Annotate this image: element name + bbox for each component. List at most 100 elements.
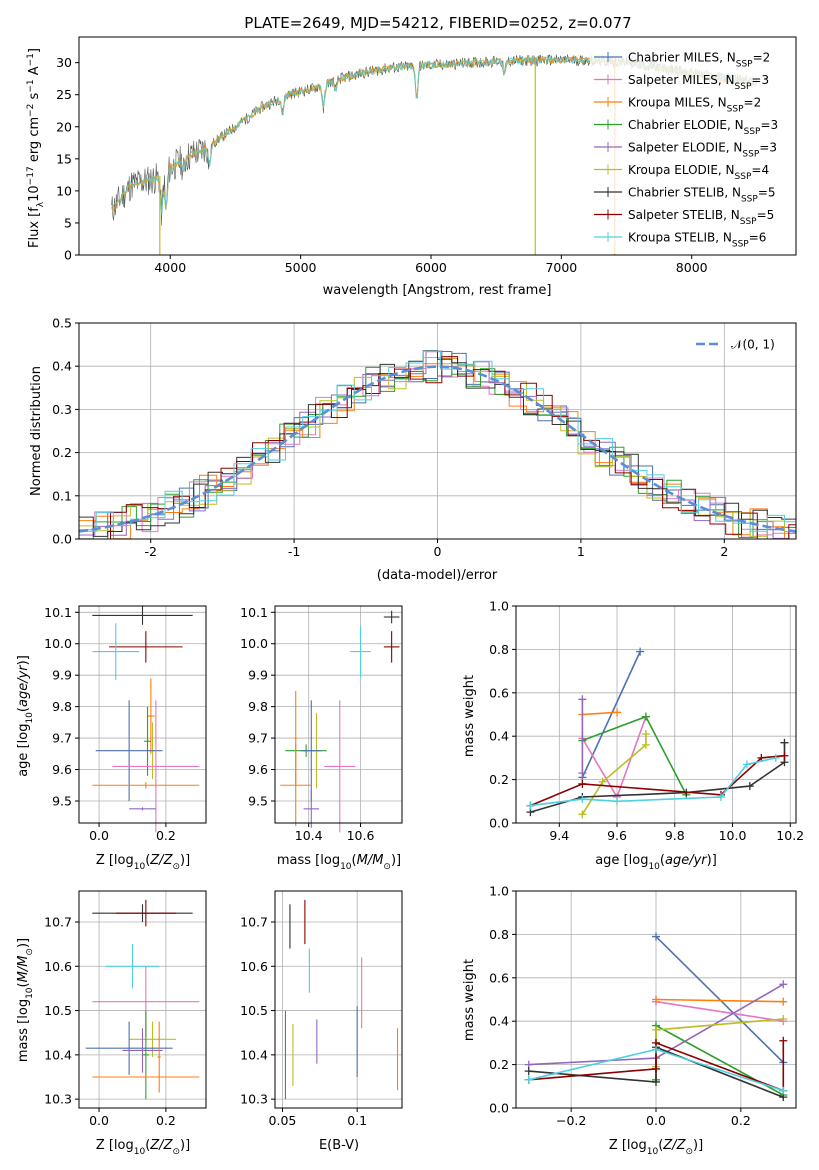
weight-point-marker — [578, 810, 587, 819]
axes-mass_vs_EBV: 0.05 0.1 10.3 10.4 10.5 10.6 10.7 E(B-V) — [240, 890, 403, 1153]
weight-point-marker — [652, 1045, 660, 1054]
y-tick-label: 10.5 — [240, 1003, 268, 1018]
y-tick-label: 10.1 — [44, 605, 72, 620]
y-tick-label: 9.6 — [52, 762, 72, 777]
y-tick-label: 15 — [56, 151, 72, 166]
y-tick-label: 10.7 — [44, 915, 72, 930]
y-tick-label: 0.3 — [52, 402, 72, 417]
figure-title: PLATE=2649, MJD=54212, FIBERID=0252, z=0… — [244, 14, 631, 32]
x-tick-label: 5000 — [285, 260, 317, 275]
weight-point-marker — [578, 695, 587, 704]
y-tick-label: 30 — [56, 55, 72, 70]
weight-point-marker — [779, 1086, 788, 1095]
x-tick-label: 7000 — [545, 260, 577, 275]
weight-point-marker — [652, 932, 660, 941]
legend-entry: Chabrier STELIB, NSSP=5 — [628, 186, 776, 205]
weight-point-marker — [613, 708, 622, 717]
weight-point-marker — [652, 1077, 660, 1086]
legend-entry: 𝒩(0, 1) — [731, 338, 775, 352]
y-axis-label: mass weight — [462, 675, 477, 757]
weight-series-line — [655, 998, 784, 1003]
x-tick-label: 9.4 — [549, 828, 569, 843]
weight-series-line — [582, 711, 618, 716]
weight-series-line — [530, 757, 776, 807]
y-tick-label: 0.4 — [489, 729, 509, 744]
axes-frame — [274, 605, 403, 824]
y-tick-label: 0.8 — [489, 642, 509, 657]
weight-series-line — [530, 742, 786, 813]
x-tick-label: 6000 — [415, 260, 447, 275]
weight-point-marker — [652, 1064, 660, 1073]
y-tick-label: 9.8 — [52, 699, 72, 714]
weight-series-line — [655, 936, 784, 1063]
axes-frame — [78, 890, 207, 1109]
y-tick-label: 0.4 — [52, 359, 72, 374]
y-tick-label: 0.2 — [489, 1057, 509, 1072]
x-tick-label: 10.4 — [295, 828, 323, 843]
weight-point-marker — [524, 1067, 533, 1076]
normal-curve — [78, 365, 797, 533]
axes-frame — [274, 890, 403, 1109]
x-tick-label: 8000 — [676, 260, 708, 275]
legend-box — [590, 42, 790, 254]
legend-entry: Kroupa ELODIE, NSSP=4 — [628, 163, 769, 182]
x-tick-label: 10.6 — [347, 828, 375, 843]
plot-area — [85, 899, 200, 1100]
x-axis-label: (data-model)/error — [377, 568, 498, 583]
y-tick-label: 10.7 — [240, 915, 268, 930]
x-axis-label: wavelength [Angstrom, rest frame] — [323, 283, 552, 298]
y-tick-label: 20 — [56, 119, 72, 134]
weight-point-marker — [526, 801, 535, 810]
legend-entry: Chabrier MILES, NSSP=2 — [628, 51, 770, 70]
y-tick-label: 10.0 — [240, 636, 268, 651]
x-tick-label: 0.0 — [89, 1113, 109, 1128]
legend-entry: Chabrier ELODIE, NSSP=3 — [628, 118, 778, 137]
y-tick-label: 9.8 — [248, 699, 268, 714]
x-tick-label: 0.05 — [269, 1113, 297, 1128]
y-tick-label: 0.2 — [52, 445, 72, 460]
histogram-series — [79, 350, 796, 532]
weight-point-marker — [578, 795, 587, 804]
weight-point-marker — [598, 777, 607, 786]
weight-point-marker — [716, 792, 725, 801]
legend-entry: Kroupa MILES, NSSP=2 — [628, 96, 761, 115]
weight-point-marker — [524, 1075, 533, 1084]
y-tick-label: 0.0 — [52, 532, 72, 547]
weight-point-marker — [641, 740, 650, 749]
x-axis-label: mass [log10(M/M⊙)] — [277, 853, 401, 872]
plot-area — [284, 899, 399, 1100]
y-tick-label: 0.1 — [52, 488, 72, 503]
y-tick-label: 10.6 — [240, 959, 268, 974]
x-tick-label: 9.6 — [607, 828, 627, 843]
weight-series-line — [581, 651, 641, 778]
y-tick-label: 0 — [64, 248, 72, 263]
x-tick-label: 0.2 — [156, 1113, 176, 1128]
plot-area — [78, 350, 797, 540]
weight-point-marker — [779, 980, 788, 989]
x-tick-label: 2 — [720, 544, 728, 559]
x-tick-label: 1 — [577, 544, 585, 559]
y-tick-label: 10.6 — [44, 959, 72, 974]
x-tick-label: 0.2 — [156, 828, 176, 843]
y-tick-label: 0.6 — [489, 685, 509, 700]
y-tick-label: 9.7 — [248, 731, 268, 746]
plot-area — [524, 932, 788, 1102]
x-tick-label: 10.2 — [776, 828, 804, 843]
y-tick-label: 10.5 — [44, 1003, 72, 1018]
y-tick-label: 9.9 — [248, 668, 268, 683]
axes-frame — [78, 605, 207, 824]
weight-point-marker — [742, 760, 751, 769]
weight-point-marker — [779, 1015, 788, 1024]
y-tick-label: 10.4 — [44, 1047, 72, 1062]
y-axis-label: age [log10(age/yr)] — [16, 655, 35, 777]
y-tick-label: 0.0 — [489, 816, 509, 831]
y-tick-label: 10.0 — [44, 636, 72, 651]
y-axis-label: Normed distribution — [29, 366, 44, 496]
histogram-series — [79, 350, 796, 537]
axes-residuals: -2 -1 0 1 2 0.0 0.1 0.2 0.3 0.4 0.5 (data-model)/er… — [29, 316, 797, 583]
x-tick-label: 4000 — [154, 260, 186, 275]
x-tick-label: 0.2 — [731, 1113, 751, 1128]
axes-weight_vs_age: 9.4 9.6 9.8 10.0 10.2 0.0 0.2 0.4 0.6 0.8 1.0 age [… — [462, 599, 804, 873]
weight-point-marker — [636, 647, 645, 656]
